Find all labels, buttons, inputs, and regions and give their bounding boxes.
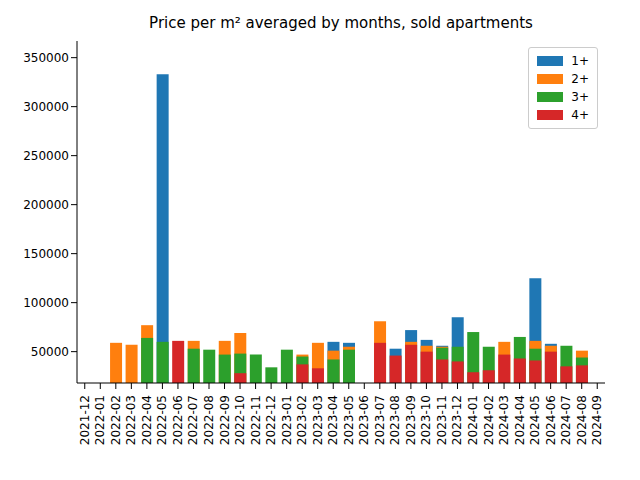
html-text:1+: 1+ <box>571 54 589 68</box>
svg-text:2023-01: 2023-01 <box>280 395 294 445</box>
svg-text:2024-03: 2024-03 <box>497 395 511 445</box>
svg-text:2023-04: 2023-04 <box>326 395 340 445</box>
svg-text:2023-12: 2023-12 <box>450 395 464 445</box>
svg-text:2022-04: 2022-04 <box>140 395 154 445</box>
svg-text:2022-06: 2022-06 <box>171 395 185 445</box>
svg-text:2024-05: 2024-05 <box>528 395 542 445</box>
svg-text:2022-10: 2022-10 <box>233 395 247 445</box>
svg-text:50000: 50000 <box>31 345 69 359</box>
svg-text:2023-10: 2023-10 <box>419 395 433 445</box>
html-text:4+: 4+ <box>571 108 589 122</box>
svg-text:2024-06: 2024-06 <box>544 395 558 445</box>
svg-text:100000: 100000 <box>23 296 69 310</box>
svg-text:2022-07: 2022-07 <box>186 395 200 445</box>
html-text:2+: 2+ <box>571 72 589 86</box>
svg-text:2024-01: 2024-01 <box>466 395 480 445</box>
svg-text:2022-01: 2022-01 <box>93 395 107 445</box>
svg-text:2024-04: 2024-04 <box>513 395 527 445</box>
svg-text:2021-12: 2021-12 <box>78 395 92 445</box>
svg-text:2023-09: 2023-09 <box>404 395 418 445</box>
svg-text:2023-08: 2023-08 <box>388 395 402 445</box>
svg-text:2022-02: 2022-02 <box>109 395 123 445</box>
svg-text:2024-08: 2024-08 <box>575 395 589 445</box>
svg-text:2024-09: 2024-09 <box>590 395 604 445</box>
html-text:Price per m² averaged by month: Price per m² averaged by months, sold ap… <box>149 14 533 32</box>
svg-text:250000: 250000 <box>23 149 69 163</box>
svg-text:2023-06: 2023-06 <box>357 395 371 445</box>
svg-text:2022-05: 2022-05 <box>155 395 169 445</box>
svg-text:2022-09: 2022-09 <box>218 395 232 445</box>
svg-text:150000: 150000 <box>23 247 69 261</box>
svg-text:2023-02: 2023-02 <box>295 395 309 445</box>
svg-text:300000: 300000 <box>23 100 69 114</box>
svg-text:2024-02: 2024-02 <box>482 395 496 445</box>
svg-text:2024-07: 2024-07 <box>559 395 573 445</box>
html-text:3+: 3+ <box>571 90 589 104</box>
svg-text:2022-12: 2022-12 <box>264 395 278 445</box>
svg-text:2023-07: 2023-07 <box>373 395 387 445</box>
svg-text:2023-03: 2023-03 <box>311 395 325 445</box>
svg-text:200000: 200000 <box>23 198 69 212</box>
svg-text:2022-08: 2022-08 <box>202 395 216 445</box>
svg-text:350000: 350000 <box>23 51 69 65</box>
svg-text:2023-11: 2023-11 <box>435 395 449 445</box>
svg-text:2022-11: 2022-11 <box>249 395 263 445</box>
svg-text:2022-03: 2022-03 <box>124 395 138 445</box>
svg-text:2023-05: 2023-05 <box>342 395 356 445</box>
